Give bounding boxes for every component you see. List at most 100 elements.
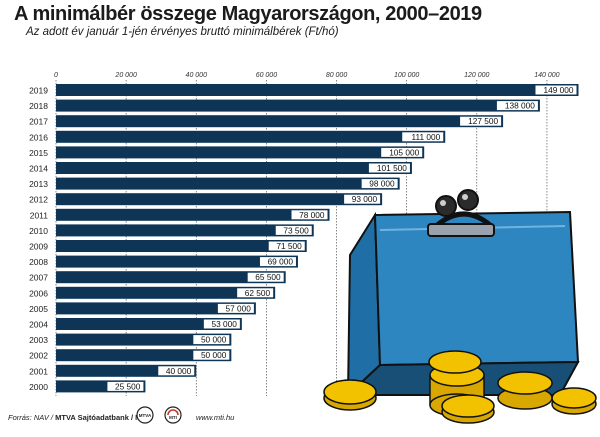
y-category-label: 2013: [29, 179, 48, 189]
data-label-box: [237, 288, 274, 298]
mtva-logo-text: MTVA: [139, 413, 152, 418]
y-category-label: 2003: [29, 335, 48, 345]
data-label: 25 500: [115, 381, 141, 391]
data-label: 105 000: [389, 147, 419, 157]
data-labels: 149 000 138 000 127 500 111 000 105 000 101 5…: [107, 85, 577, 391]
data-label: 65 500: [255, 272, 281, 282]
x-tick-label: 40 000: [186, 72, 208, 79]
y-category-label: 2000: [29, 382, 48, 392]
data-label-box: [193, 335, 230, 345]
data-label-box: [259, 257, 296, 267]
x-tick-label: 0: [54, 72, 58, 79]
data-label-box: [361, 179, 398, 189]
data-label: 69 000: [268, 257, 294, 267]
y-category-label: 2011: [30, 210, 49, 220]
y-category-label: 2001: [29, 366, 48, 376]
bar: [56, 286, 276, 299]
data-label-box: [402, 132, 444, 142]
source-note: Forrás: NAV / MTVA Sajtóadatbank / MTI: [8, 413, 148, 422]
bar: [56, 130, 446, 143]
website-link[interactable]: www.mti.hu: [196, 413, 235, 422]
y-category-label: 2010: [29, 226, 48, 236]
data-label-box: [275, 225, 312, 235]
data-label: 78 000: [299, 210, 325, 220]
data-label: 98 000: [369, 179, 395, 189]
data-label-box: [496, 101, 538, 111]
y-category-label: 2017: [29, 117, 48, 127]
chart-title: A minimálbér összege Magyarországon, 200…: [14, 3, 482, 25]
chart-subtitle: Az adott év január 1-jén érvényes bruttó…: [26, 26, 339, 38]
y-category-label: 2012: [29, 195, 48, 205]
data-label-box: [107, 381, 144, 391]
data-label: 57 000: [225, 303, 251, 313]
data-label: 40 000: [166, 366, 192, 376]
data-label: 101 500: [377, 163, 407, 173]
bar: [56, 240, 307, 252]
bar: [56, 162, 412, 174]
y-category-label: 2009: [29, 242, 48, 252]
x-tick-label: 100 000: [394, 72, 419, 79]
source-text: Forrás: NAV /: [8, 413, 56, 422]
bar: [56, 255, 298, 268]
x-tick-label: 140 000: [534, 72, 559, 79]
mti-logo-text: MTI: [169, 415, 177, 420]
data-label: 50 000: [201, 335, 227, 345]
mti-logo-icon: MTI: [164, 406, 182, 424]
bar: [56, 84, 579, 96]
bar: [56, 333, 232, 346]
y-category-label: 2008: [29, 257, 48, 267]
bars: [56, 84, 579, 393]
y-category-label: 2007: [29, 273, 48, 283]
coins-icon: [323, 350, 597, 424]
bar: [56, 302, 256, 315]
data-label-box: [193, 350, 230, 360]
bar: [56, 224, 314, 237]
bar: [56, 115, 504, 128]
bar: [56, 193, 383, 206]
y-category-label: 2019: [29, 86, 48, 96]
y-category-label: 2004: [29, 320, 48, 330]
y-category-label: 2002: [29, 351, 48, 361]
y-axis-labels: 2019 2018 2017 2016 2015 2014 2013 2012 2011 2010…: [29, 86, 48, 392]
y-category-label: 2016: [29, 132, 48, 142]
y-category-label: 2005: [29, 304, 48, 314]
bar: [56, 99, 540, 112]
bar: [56, 318, 242, 330]
data-label-box: [158, 366, 195, 376]
x-tick-label: 80 000: [326, 72, 348, 79]
y-category-label: 2014: [29, 164, 48, 174]
bar: [56, 208, 330, 221]
mtva-logo-icon: MTVA: [136, 406, 154, 424]
x-tick-label: 20 000: [114, 72, 137, 79]
bar: [56, 177, 400, 190]
agency-text: MTVA Sajtóadatbank / MTI: [55, 413, 149, 422]
data-label-box: [268, 241, 305, 251]
data-label-box: [460, 116, 502, 126]
data-label-box: [291, 210, 328, 220]
data-label: 71 500: [276, 241, 302, 251]
data-label-box: [535, 85, 577, 95]
y-category-label: 2015: [29, 148, 48, 158]
data-label-box: [217, 303, 254, 313]
data-label: 149 000: [543, 85, 573, 95]
data-label-box: [368, 163, 410, 173]
data-label-box: [381, 147, 423, 157]
x-axis-ticks: 0 20 000 40 000 60 000 80 000 100 000 120 000 1…: [54, 72, 560, 79]
bar: [56, 146, 425, 159]
bar: [56, 271, 286, 284]
data-label: 50 000: [201, 350, 227, 360]
data-label: 53 000: [211, 319, 237, 329]
data-label: 62 500: [245, 288, 271, 298]
bar: [56, 349, 232, 362]
data-label: 138 000: [505, 101, 535, 111]
x-tick-label: 60 000: [256, 72, 278, 79]
data-label-box: [203, 319, 240, 329]
y-category-label: 2006: [29, 288, 48, 298]
x-tick-label: 120 000: [464, 72, 489, 79]
data-label: 93 000: [352, 194, 378, 204]
data-label-box: [344, 194, 381, 204]
data-label: 73 500: [283, 225, 309, 235]
data-label: 127 500: [468, 116, 498, 126]
data-label: 111 000: [411, 132, 440, 142]
